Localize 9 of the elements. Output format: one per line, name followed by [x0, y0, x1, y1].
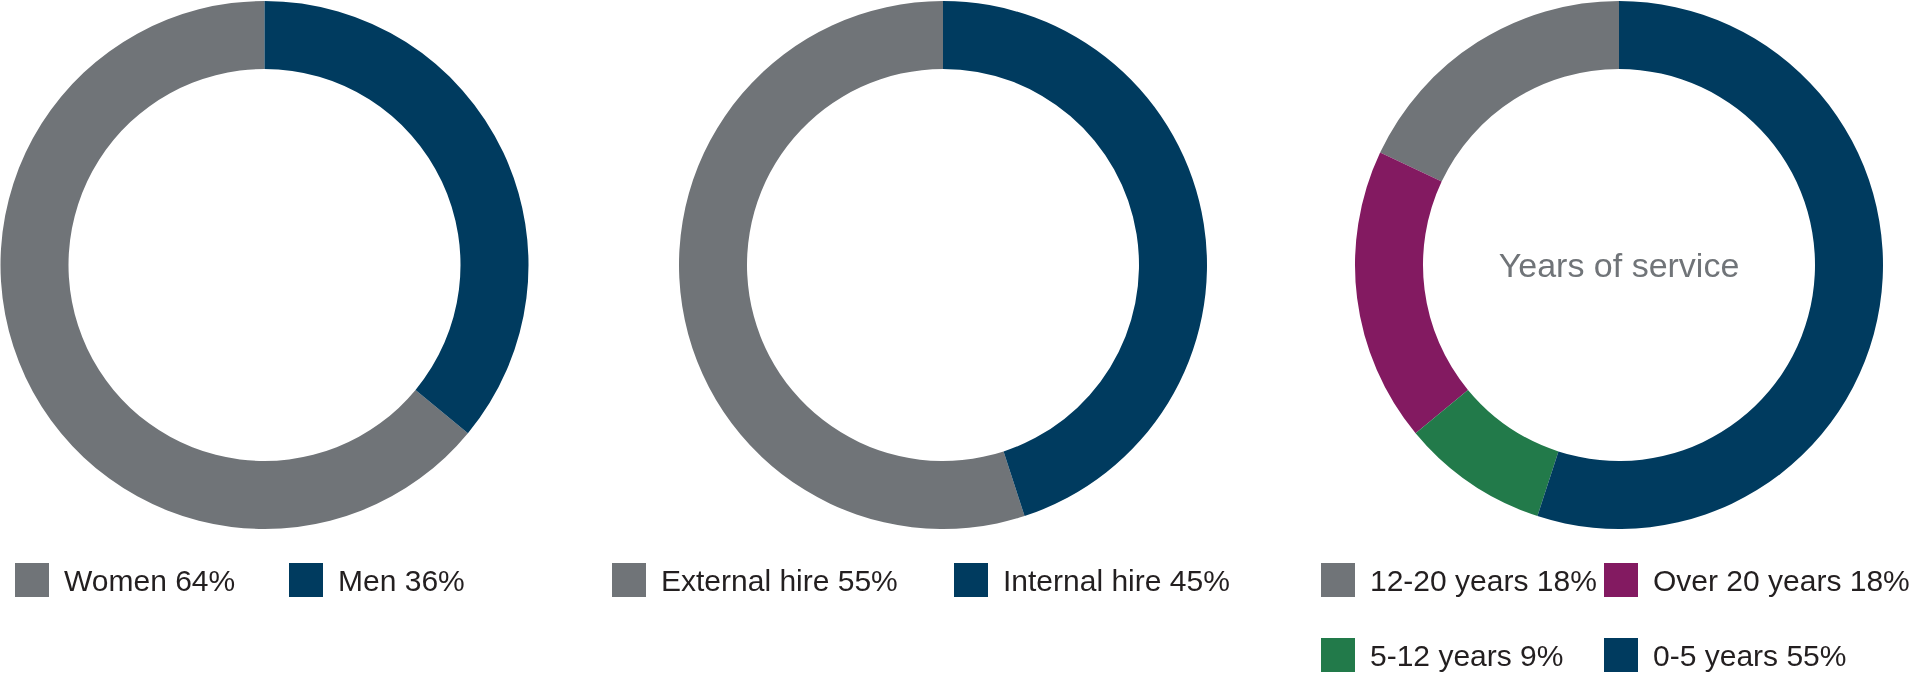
legend-label: External hire 55% — [661, 563, 898, 597]
legend-label: 5-12 years 9% — [1370, 638, 1564, 672]
legend-label: Over 20 years 18% — [1653, 563, 1910, 597]
legend-label: 12-20 years 18% — [1370, 563, 1597, 597]
legend-label: Internal hire 45% — [1003, 563, 1230, 597]
legend-label: Women 64% — [64, 563, 236, 597]
legend-label: Men 36% — [338, 563, 465, 597]
text: Years of service — [1498, 246, 1740, 284]
legend-label: 0-5 years 55% — [1653, 638, 1847, 672]
